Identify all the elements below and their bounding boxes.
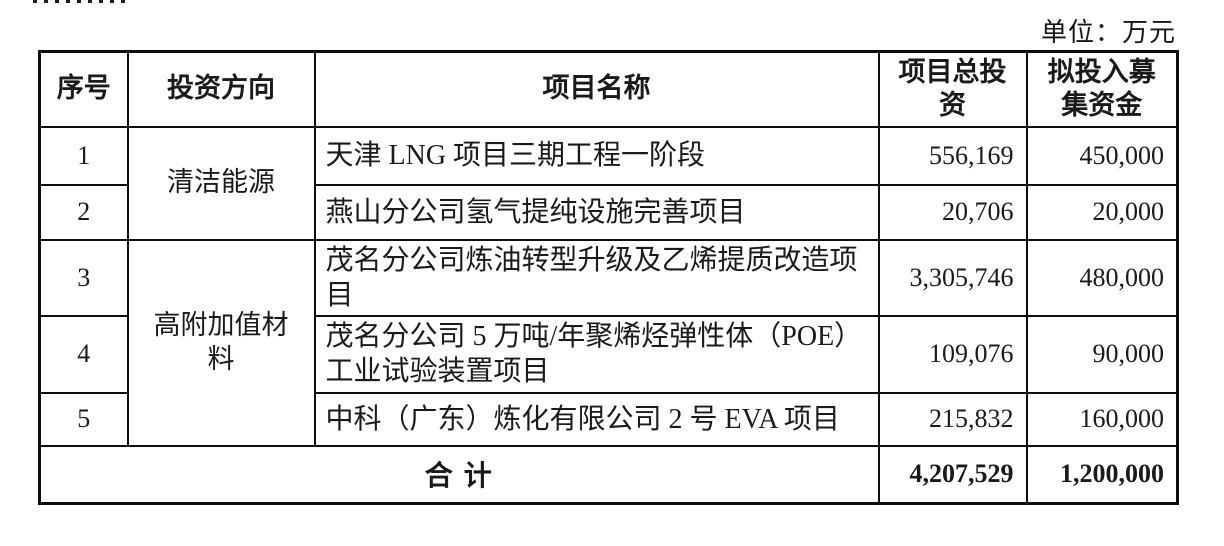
clipped-text-fragment bbox=[33, 0, 125, 3]
total-investment-value: 3,305,746 bbox=[877, 238, 1028, 317]
project-name: 茂名分公司 5 万吨/年聚烯烃弹性体（POE） 工业试验装置项目 bbox=[313, 314, 880, 394]
raised-funds-value: 90,000 bbox=[1025, 314, 1179, 394]
total-label: 合 计 bbox=[38, 444, 880, 505]
raised-funds-value: 450,000 bbox=[1025, 125, 1179, 186]
total-investment-value: 109,076 bbox=[877, 314, 1028, 394]
header-index: 序号 bbox=[38, 50, 129, 128]
row-index: 4 bbox=[38, 314, 129, 394]
header-total-investment: 项目总投 资 bbox=[877, 50, 1028, 128]
table-total-row: 合 计 4,207,529 1,200,000 bbox=[38, 444, 1179, 505]
table-row: 4 茂名分公司 5 万吨/年聚烯烃弹性体（POE） 工业试验装置项目 109,0… bbox=[38, 314, 1179, 394]
project-name: 天津 LNG 项目三期工程一阶段 bbox=[313, 125, 880, 186]
row-index: 5 bbox=[38, 391, 129, 447]
header-project-name: 项目名称 bbox=[313, 50, 880, 128]
raised-funds-value: 480,000 bbox=[1025, 238, 1179, 317]
header-raised-funds: 拟投入募 集资金 bbox=[1025, 50, 1179, 128]
total-investment-value: 215,832 bbox=[877, 391, 1028, 447]
unit-label: 单位：万元 bbox=[1040, 18, 1176, 47]
raised-funds-value: 20,000 bbox=[1025, 183, 1179, 241]
total-investment-value: 556,169 bbox=[877, 125, 1028, 186]
investment-projects-table: 序号 投资方向 项目名称 项目总投 资 拟投入募 集资金 1 清洁能源 天津 L… bbox=[38, 50, 1179, 505]
header-direction: 投资方向 bbox=[126, 50, 316, 128]
project-name: 中科（广东）炼化有限公司 2 号 EVA 项目 bbox=[313, 391, 880, 447]
table-row: 3 高附加值材 料 茂名分公司炼油转型升级及乙烯提质改造项 目 3,305,74… bbox=[38, 238, 1179, 447]
direction-clean-energy: 清洁能源 bbox=[126, 125, 316, 241]
raised-funds-value: 160,000 bbox=[1025, 391, 1179, 447]
direction-high-value-materials: 高附加值材 料 bbox=[126, 238, 316, 447]
project-name: 燕山分公司氢气提纯设施完善项目 bbox=[313, 183, 880, 241]
raised-funds-sum: 1,200,000 bbox=[1025, 444, 1179, 505]
row-index: 1 bbox=[38, 125, 129, 186]
project-name: 茂名分公司炼油转型升级及乙烯提质改造项 目 bbox=[313, 238, 880, 317]
table-row: 5 中科（广东）炼化有限公司 2 号 EVA 项目 215,832 160,00… bbox=[38, 391, 1179, 447]
total-investment-sum: 4,207,529 bbox=[877, 444, 1028, 505]
table-header-row: 序号 投资方向 项目名称 项目总投 资 拟投入募 集资金 bbox=[38, 50, 1179, 128]
table-row: 1 清洁能源 天津 LNG 项目三期工程一阶段 556,169 450,000 bbox=[38, 125, 1179, 241]
row-index: 3 bbox=[38, 238, 129, 317]
total-investment-value: 20,706 bbox=[877, 183, 1028, 241]
row-index: 2 bbox=[38, 183, 129, 241]
table-row: 2 燕山分公司氢气提纯设施完善项目 20,706 20,000 bbox=[38, 183, 1179, 241]
